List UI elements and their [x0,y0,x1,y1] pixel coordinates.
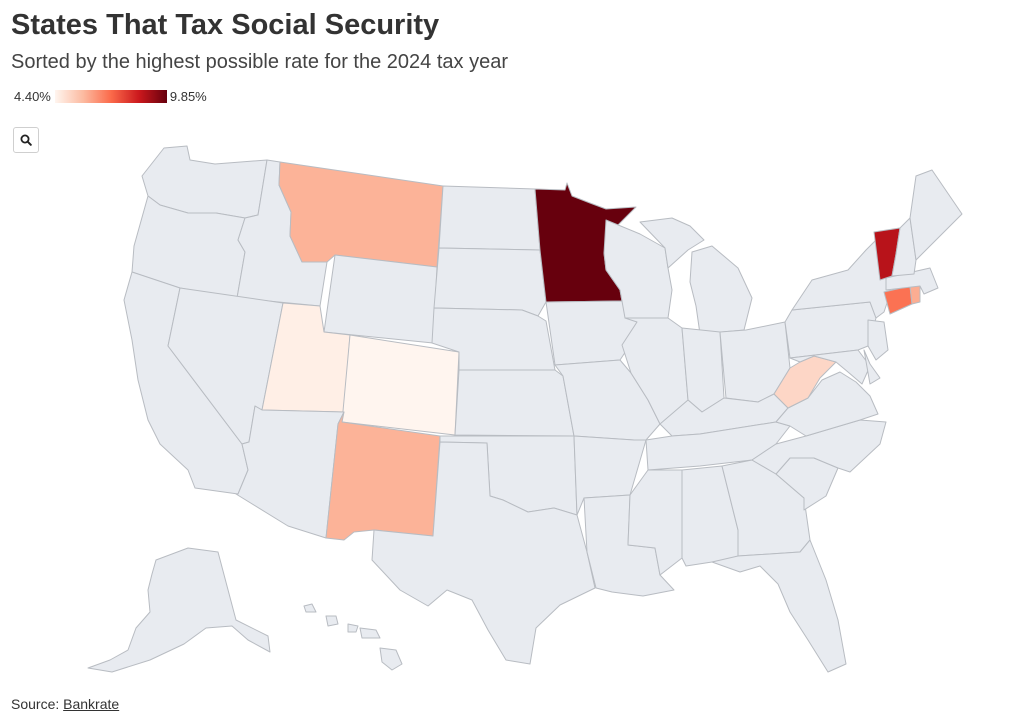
state-me[interactable] [909,169,963,261]
state-in[interactable] [681,327,725,413]
state-ms[interactable] [627,469,683,576]
state-tx[interactable] [371,441,596,665]
state-nm[interactable] [325,411,441,541]
state-ma[interactable] [885,267,939,295]
map-title: States That Tax Social Security [11,9,440,41]
source-link[interactable]: Bankrate [63,696,120,712]
state-ak[interactable] [87,547,271,673]
state-mt[interactable] [278,161,444,268]
state-fl[interactable] [711,539,847,673]
state-hi[interactable] [303,603,403,671]
map-subtitle: Sorted by the highest possible rate for … [11,51,508,73]
legend-gradient-bar [54,90,167,103]
source-prefix: Source: [11,696,60,712]
state-pa[interactable] [784,301,877,359]
source-note: Source: Bankrate [11,696,119,712]
state-ri[interactable] [909,285,921,305]
color-legend: 4.40% 9.85% [14,89,207,104]
state-nd[interactable] [438,185,541,251]
state-nc[interactable] [751,419,887,475]
state-de[interactable] [863,349,881,385]
state-md[interactable] [789,349,871,385]
state-wy[interactable] [323,254,438,344]
state-sd[interactable] [433,247,547,317]
state-mo[interactable] [554,359,661,441]
legend-max-label: 9.85% [169,89,207,104]
state-co[interactable] [341,334,460,436]
state-tn[interactable] [645,421,791,471]
state-nj[interactable] [867,319,889,361]
state-ks[interactable] [454,369,575,437]
search-button[interactable] [13,127,39,153]
legend-min-label: 4.40% [14,89,51,104]
search-icon [20,134,32,146]
